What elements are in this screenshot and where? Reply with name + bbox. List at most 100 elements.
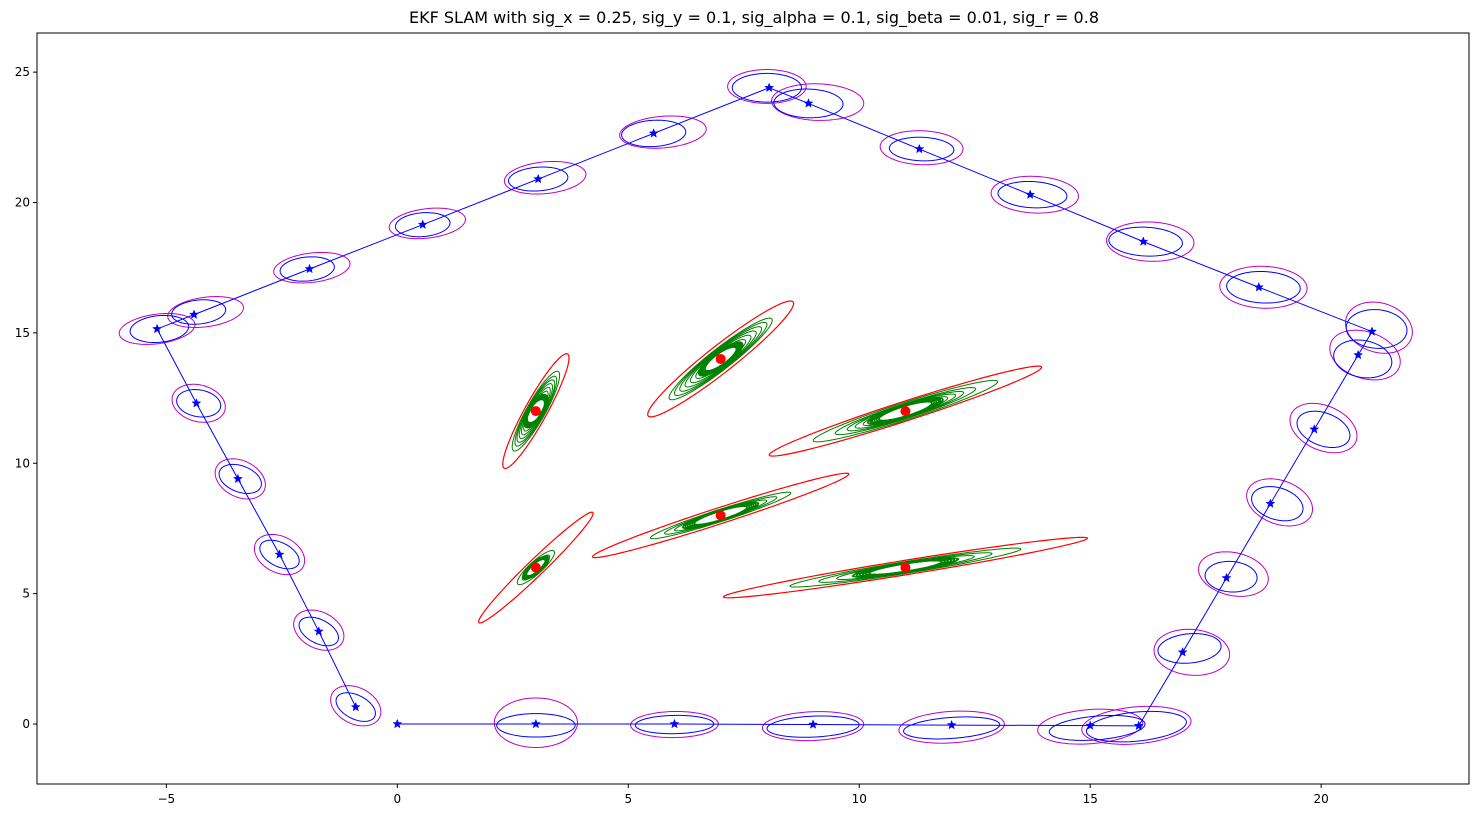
trajectory-point [914, 143, 925, 154]
landmark-update-ellipse [679, 326, 763, 392]
landmark-update-ellipse [818, 552, 993, 583]
trajectory-point [1138, 236, 1149, 246]
predicted-covariance-ellipse [118, 313, 196, 345]
pose-covariance-ellipse [279, 256, 335, 282]
landmark-update-ellipse [518, 383, 554, 440]
pose-covariance-ellipse [335, 692, 376, 722]
predicted-covariance-ellipse [171, 383, 226, 423]
x-axis: −5 0 5 10 15 20 [157, 784, 1329, 806]
trajectory-point [1085, 720, 1096, 730]
trajectory-point [1265, 498, 1276, 508]
landmark-update-ellipse [704, 346, 738, 372]
landmark-update-ellipse [516, 379, 556, 443]
landmark-update-ellipse [516, 549, 555, 586]
landmark-initial-ellipse [591, 472, 850, 559]
predicted-covariance-ellipse [1037, 708, 1144, 745]
landmark-point [900, 562, 911, 573]
pose-covariance-ellipse [903, 716, 1001, 740]
landmark-update-ellipse [812, 379, 999, 443]
trajectory-point [274, 549, 285, 559]
x-tick-label: 5 [624, 792, 632, 806]
pose-covariance-ellipse [1048, 714, 1146, 741]
x-tick-label: 15 [1083, 792, 1098, 806]
trajectory-point [946, 719, 957, 730]
predicted-covariance-ellipse [990, 175, 1079, 214]
predicted-covariance-ellipse [388, 207, 466, 240]
landmark-point [530, 562, 541, 573]
pose-covariance-ellipse [1157, 633, 1222, 664]
trajectory-line [156, 87, 1373, 727]
x-tick-label: −5 [157, 792, 175, 806]
y-tick-label: 10 [15, 456, 30, 470]
landmark-update-ellipse [693, 505, 748, 526]
pose-covariance-ellipse [888, 136, 955, 162]
predicted-covariance-ellipse [253, 533, 306, 576]
x-tick-label: 20 [1314, 792, 1329, 806]
plot-area [118, 69, 1413, 748]
landmark-group-5 [722, 536, 1089, 599]
landmark-update-ellipse [846, 390, 965, 432]
predicted-covariance-ellipse [879, 130, 964, 166]
landmark-point [715, 510, 726, 521]
pose-covariance-ellipse [129, 314, 190, 344]
trajectory-point [648, 128, 659, 138]
chart-title: EKF SLAM with sig_x = 0.25, sig_y = 0.1,… [409, 8, 1099, 28]
pose-covariance-ellipse [176, 389, 222, 418]
predicted-covariance-ellipse [493, 697, 578, 748]
landmark-group-0 [478, 511, 594, 624]
landmark-group-2 [647, 300, 795, 418]
trajectory-point [232, 473, 243, 484]
trajectory-point [1133, 720, 1144, 731]
trajectory-point [304, 263, 315, 274]
trajectory-point [1309, 424, 1320, 434]
predicted-covariance-ellipse [1081, 705, 1192, 745]
pose-covariance-ellipse [1108, 226, 1183, 257]
pose-covariance-ellipse [298, 616, 339, 647]
pose-covariance-ellipse [496, 713, 576, 738]
predicted-covariance-ellipse [293, 609, 345, 651]
pose-covariance-ellipse [218, 463, 262, 494]
pose-covariance-ellipse [394, 212, 451, 238]
trajectory-point [803, 98, 814, 108]
predicted-covariance-ellipse [1106, 221, 1195, 262]
landmark-update-ellipse [684, 330, 757, 388]
trajectory-point [417, 219, 428, 229]
trajectory-point [530, 718, 541, 729]
landmark-initial-ellipse [722, 536, 1089, 599]
predicted-covariance-ellipse [1289, 402, 1358, 454]
trajectory-point [152, 323, 163, 334]
x-tick-label: 10 [852, 792, 867, 806]
predicted-covariance-ellipse [1246, 478, 1314, 527]
trajectory-point [808, 719, 819, 729]
landmark-point [715, 353, 726, 364]
landmark-initial-ellipse [502, 353, 570, 470]
trajectory-point [1177, 646, 1188, 657]
landmark-update-ellipse [649, 491, 792, 540]
landmark-point [530, 406, 541, 417]
pose-covariance-ellipse [766, 715, 860, 738]
predicted-covariance-ellipse [771, 83, 865, 121]
pose-covariance-ellipse [634, 714, 715, 735]
trajectory-point [764, 82, 775, 93]
landmark-update-ellipse [668, 317, 773, 401]
landmark-update-ellipse [514, 375, 558, 447]
trajectory-point [189, 309, 200, 319]
trajectory-point [1253, 281, 1264, 292]
trajectory-point [1353, 349, 1364, 360]
predicted-covariance-ellipse [630, 710, 719, 739]
pose-covariance-ellipse [259, 539, 300, 570]
y-tick-label: 25 [15, 65, 30, 79]
trajectory-point [1221, 572, 1232, 583]
trajectory-point [191, 397, 202, 408]
y-tick-label: 5 [22, 587, 30, 601]
landmark-update-ellipse [878, 400, 933, 422]
landmark-point [900, 406, 911, 417]
pose-covariance-ellipse [1333, 339, 1393, 379]
axes-frame [36, 32, 1470, 785]
landmark-update-ellipse [689, 334, 752, 384]
pose-covariance-ellipse [731, 72, 803, 103]
predicted-covariance-ellipse [619, 115, 707, 149]
landmark-update-ellipse [789, 547, 1022, 588]
y-tick-label: 20 [15, 195, 30, 209]
